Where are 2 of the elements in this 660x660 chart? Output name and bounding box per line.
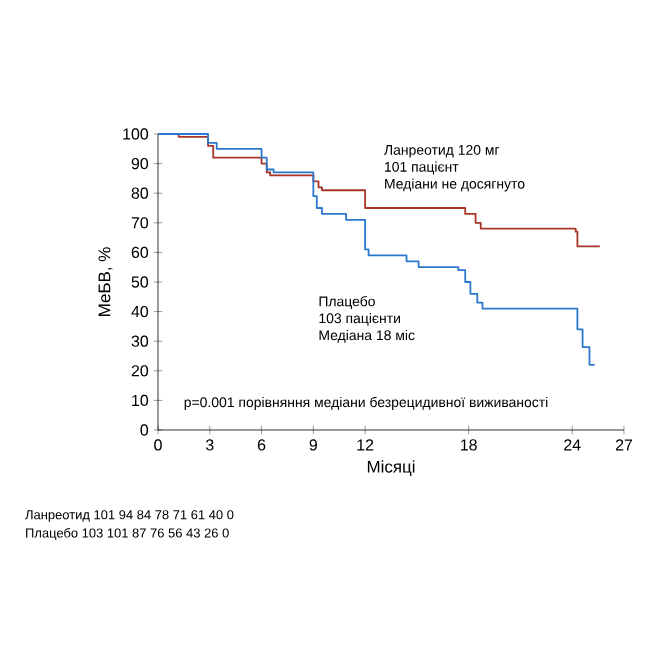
- y-axis-title: МеБВ, %: [98, 247, 113, 316]
- x-axis-title: Місяці: [367, 460, 415, 476]
